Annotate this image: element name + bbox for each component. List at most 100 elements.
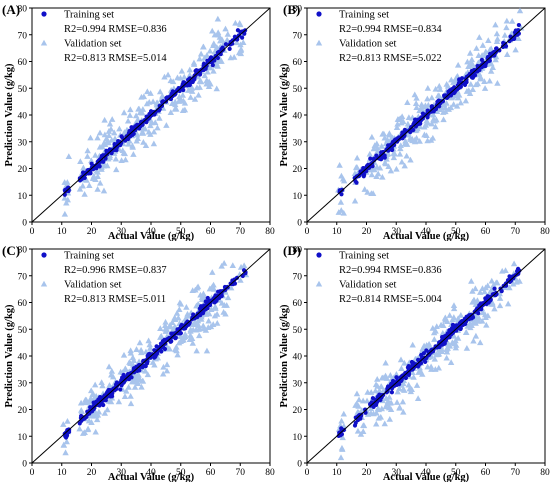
validation-point	[98, 379, 105, 386]
scatter-plot: 0 10 20 30 40 50 60 70 80 0 10 20 30 40 50 60 70 80 Actual…	[4, 5, 275, 242]
validation-point	[428, 94, 436, 101]
validation-point	[335, 209, 342, 215]
training-point	[223, 42, 229, 47]
validation-point	[437, 321, 445, 328]
validation-point	[510, 260, 518, 267]
validation-point	[482, 48, 489, 55]
y-tick-label: 60	[18, 58, 28, 68]
training-point	[457, 78, 462, 83]
validation-point	[357, 430, 365, 437]
validation-point	[397, 115, 404, 121]
training-point	[420, 111, 426, 116]
validation-point	[501, 31, 509, 38]
training-point	[234, 36, 240, 41]
training-point	[354, 180, 359, 185]
validation-point	[179, 91, 187, 98]
validation-point	[122, 366, 130, 373]
training-point	[223, 285, 228, 291]
validation-point	[453, 102, 461, 109]
validation-point	[190, 326, 197, 333]
validation-point	[390, 150, 397, 156]
training-point	[132, 370, 137, 375]
validation-point	[479, 42, 487, 48]
validation-point	[208, 306, 215, 312]
validation-point	[393, 165, 400, 172]
validation-point	[206, 47, 214, 54]
validation-point	[135, 373, 142, 380]
validation-point	[94, 173, 101, 180]
validation-point	[404, 120, 412, 127]
y-tick-label: 40	[18, 112, 28, 122]
validation-point	[236, 20, 243, 26]
y-tick-label: 70	[18, 31, 28, 41]
validation-point	[203, 80, 210, 87]
validation-point	[433, 116, 440, 123]
validation-point	[146, 99, 153, 105]
validation-point	[224, 294, 232, 301]
training-point	[368, 156, 373, 161]
training-point	[104, 148, 109, 153]
validation-point	[186, 336, 194, 342]
validation-point	[105, 128, 113, 134]
validation-point	[481, 78, 488, 85]
legend-validation-stats: R2=0.814 RMSE=5.004	[339, 294, 442, 305]
validation-point	[120, 351, 128, 358]
validation-point	[442, 316, 449, 323]
validation-point	[138, 93, 145, 100]
validation-point	[185, 87, 192, 93]
validation-point	[115, 398, 123, 405]
validation-point	[378, 405, 385, 412]
training-point	[421, 351, 427, 356]
x-tick-label: 80	[540, 227, 550, 237]
validation-point	[196, 55, 203, 62]
validation-point	[450, 314, 458, 320]
validation-point	[351, 197, 359, 204]
validation-point	[454, 334, 462, 341]
training-point	[371, 156, 376, 161]
training-point	[462, 82, 468, 87]
training-point	[202, 63, 207, 69]
training-point	[438, 100, 443, 106]
validation-point	[126, 359, 133, 365]
validation-point	[488, 60, 495, 67]
reference-line	[306, 248, 546, 464]
validation-point	[477, 339, 484, 346]
validation-point	[338, 417, 345, 424]
validation-point	[509, 18, 516, 24]
validation-point	[432, 85, 439, 92]
validation-point	[94, 186, 101, 192]
training-point	[119, 134, 124, 139]
validation-point	[431, 355, 438, 362]
validation-point	[412, 100, 420, 106]
validation-point	[431, 336, 438, 342]
validation-point	[445, 340, 452, 347]
validation-point	[187, 332, 194, 338]
validation-point	[212, 305, 219, 311]
x-tick-label: 50	[176, 468, 186, 478]
validation-point	[360, 422, 368, 429]
validation-point	[454, 94, 462, 101]
validation-point	[104, 162, 111, 169]
validation-point	[475, 314, 483, 321]
validation-point	[494, 79, 501, 86]
validation-point	[223, 36, 231, 43]
training-point	[429, 104, 435, 109]
validation-point	[358, 407, 366, 413]
training-point	[239, 35, 245, 40]
validation-point	[79, 182, 86, 189]
validation-point	[493, 30, 501, 37]
validation-point	[106, 152, 114, 159]
validation-point	[203, 52, 211, 58]
validation-point	[378, 142, 385, 149]
validation-point	[393, 399, 401, 405]
validation-point	[435, 92, 443, 99]
training-point	[361, 174, 366, 179]
validation-point	[166, 345, 173, 352]
validation-point	[479, 317, 486, 324]
validation-point	[207, 64, 214, 71]
validation-point	[82, 398, 89, 405]
validation-point	[96, 129, 104, 136]
training-point	[408, 129, 413, 134]
validation-point	[405, 381, 412, 388]
validation-point	[466, 62, 473, 68]
